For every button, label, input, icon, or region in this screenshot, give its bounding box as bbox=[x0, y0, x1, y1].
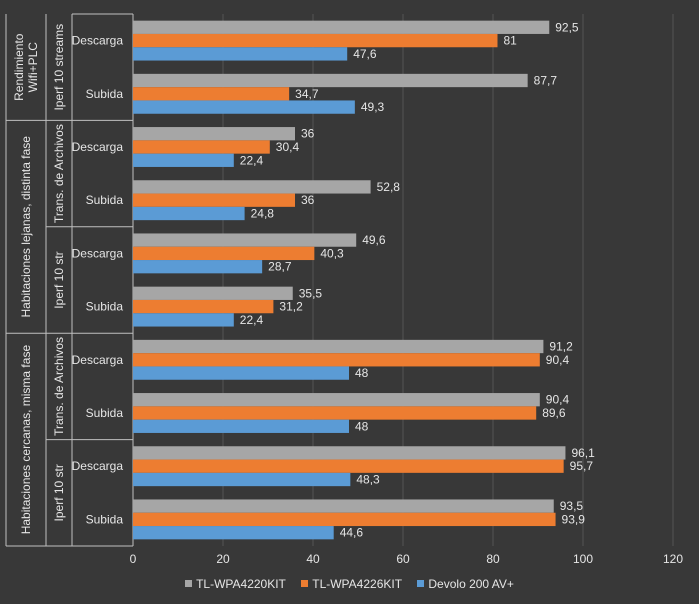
subgroup-label-trans-de-archivos: Trans. de Archivos bbox=[52, 124, 66, 223]
data-label: 48,3 bbox=[356, 473, 380, 487]
legend-swatch bbox=[301, 580, 309, 588]
subgroup-label-iperf-10-str: Iperf 10 str bbox=[52, 251, 66, 308]
data-label: 47,6 bbox=[353, 47, 377, 61]
x-tick-label: 0 bbox=[130, 552, 137, 566]
bar-tl-wpa4220kit bbox=[133, 73, 528, 88]
legend-item-tl-wpa4226kit: TL-WPA4226KIT bbox=[301, 576, 402, 591]
bar-devolo-200-av bbox=[133, 100, 355, 114]
data-label: 49,6 bbox=[362, 233, 386, 247]
bar-tl-wpa4226kit bbox=[133, 459, 564, 473]
bar-tl-wpa4220kit bbox=[133, 127, 295, 141]
subgroup-label-trans-de-archivos: Trans. de Archivos bbox=[52, 337, 66, 436]
bar-devolo-200-av bbox=[133, 366, 349, 380]
bar-devolo-200-av bbox=[133, 313, 234, 327]
data-label: 48 bbox=[355, 419, 369, 433]
data-label: 93,9 bbox=[562, 512, 586, 526]
data-label: 96,1 bbox=[571, 446, 595, 460]
data-label: 89,6 bbox=[542, 406, 566, 420]
bar-devolo-200-av bbox=[133, 260, 263, 274]
bar-devolo-200-av bbox=[133, 472, 351, 487]
legend-item-tl-wpa4220kit: TL-WPA4220KIT bbox=[185, 576, 286, 591]
legend: TL-WPA4220KIT TL-WPA4226KIT Devolo 200 A… bbox=[0, 576, 699, 591]
data-label: 22,4 bbox=[240, 153, 264, 167]
bar-tl-wpa4220kit bbox=[133, 233, 357, 247]
data-label: 35,5 bbox=[299, 286, 323, 300]
legend-item-devolo-200-av: Devolo 200 AV+ bbox=[417, 576, 514, 591]
data-label: 87,7 bbox=[534, 74, 558, 88]
bar-tl-wpa4226kit bbox=[133, 512, 556, 527]
legend-label: TL-WPA4220KIT bbox=[196, 576, 286, 591]
x-tick-label: 60 bbox=[396, 552, 410, 566]
legend-label: Devolo 200 AV+ bbox=[428, 576, 514, 591]
legend-label: TL-WPA4226KIT bbox=[312, 576, 403, 591]
data-label: 44,6 bbox=[340, 526, 364, 540]
bar-tl-wpa4220kit bbox=[133, 393, 540, 407]
data-label: 48 bbox=[355, 366, 369, 380]
bar-tl-wpa4226kit bbox=[133, 33, 498, 48]
bar-tl-wpa4226kit bbox=[133, 87, 290, 101]
data-label: 22,4 bbox=[240, 313, 264, 327]
bar-tl-wpa4220kit bbox=[133, 446, 566, 460]
category-label-descarga: Descarga bbox=[72, 140, 124, 154]
bar-tl-wpa4220kit bbox=[133, 286, 293, 300]
data-label: 31,2 bbox=[279, 300, 303, 314]
group-label: Wifi+PLC bbox=[26, 42, 40, 93]
bar-devolo-200-av bbox=[133, 419, 349, 433]
subgroup-label-iperf-10-str: Iperf 10 str bbox=[52, 464, 66, 521]
x-tick-label: 20 bbox=[216, 552, 230, 566]
category-label-subida: Subida bbox=[86, 406, 124, 420]
data-label: 30,4 bbox=[276, 140, 300, 154]
x-tick-label: 40 bbox=[306, 552, 320, 566]
data-label: 91,2 bbox=[549, 340, 573, 354]
category-label-descarga: Descarga bbox=[72, 246, 124, 260]
bar-devolo-200-av bbox=[133, 47, 348, 61]
category-label-subida: Subida bbox=[86, 300, 124, 314]
bar-tl-wpa4226kit bbox=[133, 353, 540, 367]
data-label: 92,5 bbox=[555, 20, 579, 34]
data-label: 90,4 bbox=[546, 353, 570, 367]
data-label: 95,7 bbox=[570, 459, 594, 473]
bar-tl-wpa4220kit bbox=[133, 180, 371, 194]
bar-devolo-200-av bbox=[133, 526, 334, 540]
bar-tl-wpa4226kit bbox=[133, 140, 270, 154]
x-tick-label: 80 bbox=[486, 552, 500, 566]
legend-swatch bbox=[417, 580, 425, 588]
group-label: Habitaciones cercanas, misma fase bbox=[19, 345, 33, 535]
data-label: 93,5 bbox=[560, 499, 584, 513]
bar-devolo-200-av bbox=[133, 153, 234, 167]
bar-devolo-200-av bbox=[133, 206, 245, 221]
category-label-descarga: Descarga bbox=[72, 353, 124, 367]
data-label: 52,8 bbox=[377, 180, 401, 194]
data-label: 24,8 bbox=[251, 207, 275, 221]
legend-swatch bbox=[185, 580, 193, 588]
group-label: Rendimiento bbox=[12, 33, 26, 101]
bar-tl-wpa4226kit bbox=[133, 193, 295, 207]
data-label: 28,7 bbox=[268, 260, 292, 274]
group-label: Habitaciones lejanas, distinta fase bbox=[19, 136, 33, 318]
data-label: 81 bbox=[504, 34, 518, 48]
bar-tl-wpa4226kit bbox=[133, 299, 274, 314]
bar-tl-wpa4220kit bbox=[133, 20, 550, 34]
data-label: 36 bbox=[301, 193, 315, 207]
data-label: 40,3 bbox=[320, 246, 344, 260]
bar-tl-wpa4226kit bbox=[133, 246, 315, 261]
category-label-descarga: Descarga bbox=[72, 34, 124, 48]
category-label-subida: Subida bbox=[86, 193, 124, 207]
bar-tl-wpa4220kit bbox=[133, 499, 554, 513]
data-label: 49,3 bbox=[361, 100, 385, 114]
data-label: 34,7 bbox=[295, 87, 319, 101]
category-label-subida: Subida bbox=[86, 87, 124, 101]
x-tick-label: 120 bbox=[663, 552, 683, 566]
x-tick-label: 100 bbox=[573, 552, 593, 566]
bar-tl-wpa4226kit bbox=[133, 406, 537, 420]
category-label-subida: Subida bbox=[86, 512, 124, 526]
category-label-descarga: Descarga bbox=[72, 459, 124, 473]
data-label: 36 bbox=[301, 127, 315, 141]
bar-tl-wpa4220kit bbox=[133, 339, 544, 354]
subgroup-label-iperf-10-streams: Iperf 10 streams bbox=[52, 24, 66, 111]
data-label: 90,4 bbox=[546, 393, 570, 407]
